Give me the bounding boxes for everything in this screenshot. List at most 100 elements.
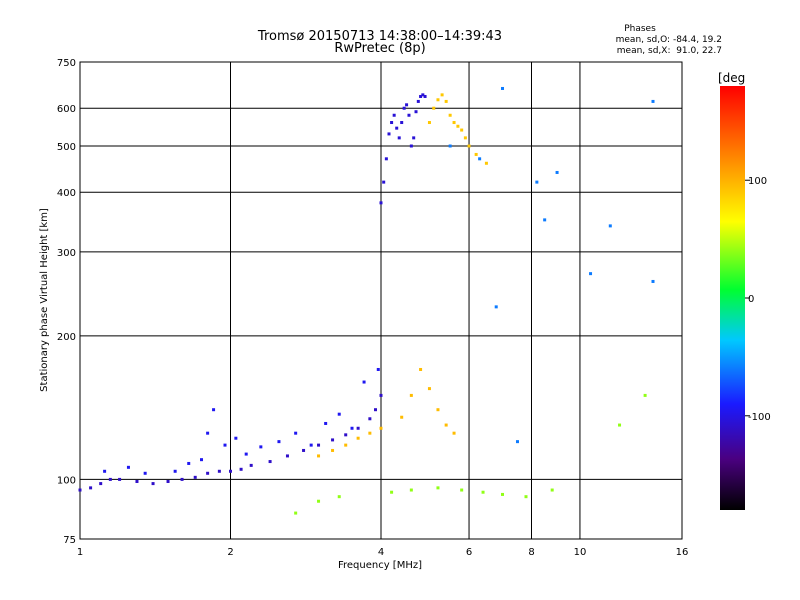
y-tick-label: 400 [57, 188, 76, 199]
data-point [400, 415, 404, 419]
data-point [317, 443, 321, 447]
colorbar-ticks: 100 0 -100 [745, 176, 771, 423]
data-point [344, 443, 348, 447]
data-point [409, 144, 413, 148]
data-point [78, 488, 82, 492]
data-point [481, 490, 485, 494]
x-tick-label: 8 [528, 547, 534, 558]
data-point [501, 86, 505, 90]
data-point [180, 477, 184, 481]
data-point [331, 448, 335, 452]
data-point [608, 224, 612, 228]
data-point [448, 144, 452, 148]
colorbar-label: [deg [718, 71, 745, 85]
data-point [344, 433, 348, 437]
y-tick-label: 200 [57, 332, 76, 343]
data-point [432, 106, 436, 110]
data-point [550, 488, 554, 492]
data-point [379, 426, 383, 430]
series-group [379, 93, 427, 205]
x-axis-label: Frequency [MHz] [338, 560, 422, 571]
data-point [494, 305, 498, 309]
data-point [193, 475, 197, 479]
data-point [337, 495, 341, 499]
colorbar-gradient [720, 86, 745, 510]
data-point [277, 440, 281, 444]
x-tick-label: 16 [676, 547, 689, 558]
data-point [294, 511, 298, 515]
data-point [448, 113, 452, 117]
data-point [407, 113, 411, 117]
data-point [89, 486, 93, 490]
data-point [390, 121, 394, 125]
data-point [651, 279, 655, 283]
data-point [99, 482, 103, 486]
data-point [397, 136, 401, 140]
data-point [244, 452, 248, 456]
data-point [402, 106, 406, 110]
data-point [317, 454, 321, 458]
stats-x-mode: mean, sd,X: 91.0, 22.7 [617, 46, 722, 56]
data-point [151, 482, 155, 486]
data-point [414, 110, 418, 114]
data-point [543, 218, 547, 222]
stats-o-mode: mean, sd,O: -84.4, 19.2 [616, 35, 722, 45]
data-point [395, 126, 399, 130]
data-point [206, 471, 210, 475]
data-point [229, 469, 232, 473]
data-point [643, 393, 647, 397]
series-group [294, 393, 647, 515]
data-point [356, 426, 360, 430]
data-point [427, 121, 431, 125]
colorbar-tick-label: 100 [748, 176, 767, 187]
data-point [515, 440, 519, 444]
data-point [452, 121, 456, 125]
data-point [379, 393, 383, 397]
data-point [427, 387, 431, 391]
data-point [618, 423, 622, 427]
data-point [555, 170, 559, 174]
x-tick-label: 4 [378, 547, 384, 558]
data-point [524, 495, 528, 499]
data-point [259, 445, 263, 449]
data-point [456, 124, 460, 128]
data-point [444, 99, 448, 103]
data-point [400, 121, 404, 125]
data-point [173, 469, 177, 473]
data-point [444, 423, 448, 427]
x-tick-label: 2 [227, 547, 233, 558]
data-point [350, 426, 354, 430]
x-tick-label: 10 [574, 547, 587, 558]
y-tick-label: 600 [57, 104, 76, 115]
data-point [478, 157, 482, 161]
y-tick-label: 750 [57, 58, 76, 69]
colorbar-tick-label: 0 [748, 294, 754, 305]
y-tick-label: 75 [63, 535, 76, 546]
stats-heading: Phases [624, 24, 656, 34]
data-point [368, 431, 372, 435]
data-point [460, 488, 464, 492]
data-point [368, 417, 372, 421]
data-point [423, 94, 427, 98]
data-point [374, 408, 378, 412]
data-point [474, 152, 478, 156]
x-tick-label: 1 [77, 547, 83, 558]
data-point [379, 201, 383, 205]
data-point [436, 98, 440, 102]
data-point [452, 431, 456, 435]
data-point [651, 99, 655, 103]
data-point [484, 161, 488, 165]
data-point [217, 469, 221, 473]
data-point [309, 443, 313, 447]
data-point [212, 408, 216, 412]
data-point [317, 499, 321, 503]
data-point [419, 367, 423, 371]
y-tick-label: 500 [57, 142, 76, 153]
data-point [463, 136, 467, 140]
data-point [382, 180, 386, 184]
data-point [166, 479, 170, 483]
data-point [337, 412, 341, 416]
data-point [362, 380, 366, 384]
data-point [118, 477, 122, 481]
data-point [440, 93, 444, 97]
